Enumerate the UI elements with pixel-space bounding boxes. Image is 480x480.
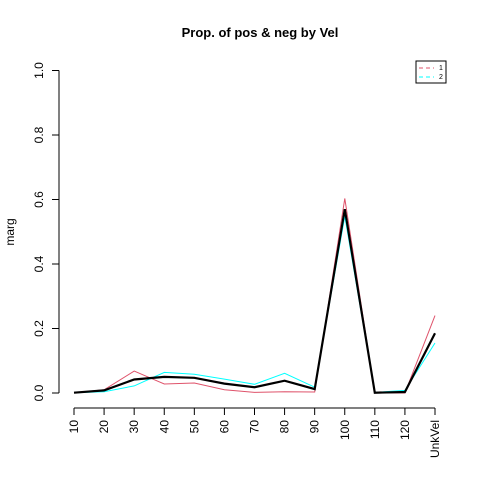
y-axis-label: marg (3, 218, 17, 245)
x-tick-label: 90 (308, 420, 322, 434)
x-tick-label: 20 (97, 420, 111, 434)
y-tick-label: 0.2 (32, 320, 46, 337)
legend-label-1: 1 (439, 65, 443, 72)
y-tick-label: 0.6 (32, 191, 46, 208)
x-tick-label: 80 (278, 420, 292, 434)
series-line-series-1 (73, 198, 436, 394)
x-tick-label: 70 (248, 420, 262, 434)
legend: 1 2 (415, 60, 447, 84)
x-tick-label: 60 (217, 420, 231, 434)
x-tick-label: 50 (187, 420, 201, 434)
y-tick-label: 0.0 (32, 384, 46, 401)
x-tick-label: 30 (127, 420, 141, 434)
x-tick-label: 110 (368, 420, 382, 439)
y-tick-label: 0.8 (32, 126, 46, 143)
legend-box (415, 60, 447, 84)
legend-label-2: 2 (439, 74, 443, 81)
x-ticks: 10 20 30 40 50 60 70 80 90 100 110 120 UnkVel (67, 408, 442, 458)
y-tick-label: 0.4 (32, 255, 46, 272)
chart-title: Prop. of pos & neg by Vel (182, 25, 339, 40)
y-tick-label: 1.0 (32, 62, 46, 79)
series-line-series-2 (73, 216, 436, 394)
x-tick-label: UnkVel (428, 420, 442, 458)
x-tick-label: 120 (398, 420, 412, 440)
x-tick-label: 100 (338, 420, 352, 440)
x-tick-label: 40 (157, 420, 171, 434)
y-ticks: 0.0 0.2 0.4 0.6 0.8 1.0 (32, 62, 59, 401)
series-lines (73, 198, 436, 394)
x-tick-label: 10 (67, 420, 81, 434)
series-line-overall (73, 209, 436, 394)
